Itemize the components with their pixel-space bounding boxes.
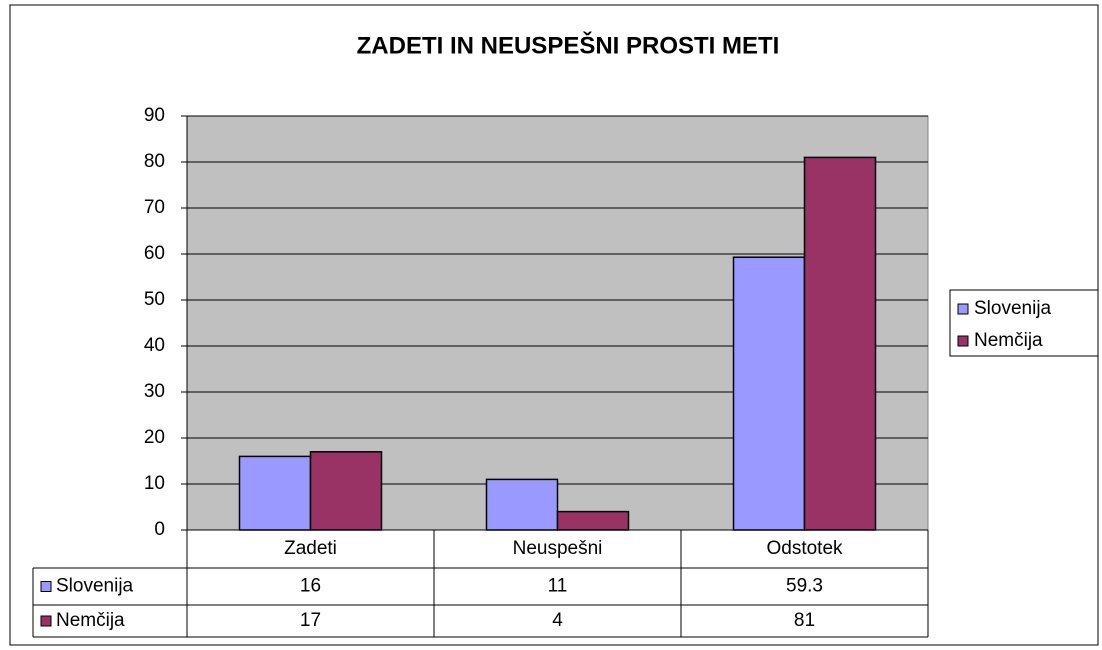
bar	[485, 478, 559, 531]
y-tick-label: 60	[144, 243, 165, 264]
x-tick-label: Zadeti	[284, 538, 337, 559]
bar	[556, 510, 630, 531]
y-tick-label: 20	[144, 427, 165, 448]
table-value: 17	[300, 610, 321, 631]
table-row-label: Nemčija	[56, 610, 125, 631]
y-tick-label: 90	[144, 105, 165, 126]
legend-label: Slovenija	[974, 298, 1052, 319]
bar	[803, 156, 877, 531]
bar	[238, 455, 312, 531]
y-tick-label: 70	[144, 197, 165, 218]
legend-label: Nemčija	[974, 330, 1043, 351]
y-tick-label: 10	[144, 473, 165, 494]
legend-key	[957, 303, 969, 315]
y-tick-label: 30	[144, 381, 165, 402]
table-key	[40, 581, 52, 592]
y-tick-label: 40	[144, 335, 165, 356]
table-value: 11	[548, 576, 568, 597]
y-tick-label: 50	[144, 289, 165, 310]
legend	[949, 289, 1099, 357]
table-key	[40, 615, 52, 627]
table-row-label: Slovenija	[56, 576, 134, 597]
y-tick-label: 80	[144, 151, 165, 172]
table-value: 59.3	[786, 576, 823, 597]
table-value: 81	[794, 610, 815, 631]
table-value: 16	[300, 576, 321, 597]
legend-key	[957, 335, 969, 347]
bar	[309, 451, 383, 531]
y-tick-label: 0	[154, 519, 165, 540]
x-tick-label: Odstotek	[766, 538, 843, 559]
x-tick-label: Neuspešni	[513, 538, 603, 559]
table-value: 4	[552, 610, 563, 631]
bar	[732, 256, 806, 531]
chart-title: ZADETI IN NEUSPEŠNI PROSTI METI	[357, 31, 780, 59]
